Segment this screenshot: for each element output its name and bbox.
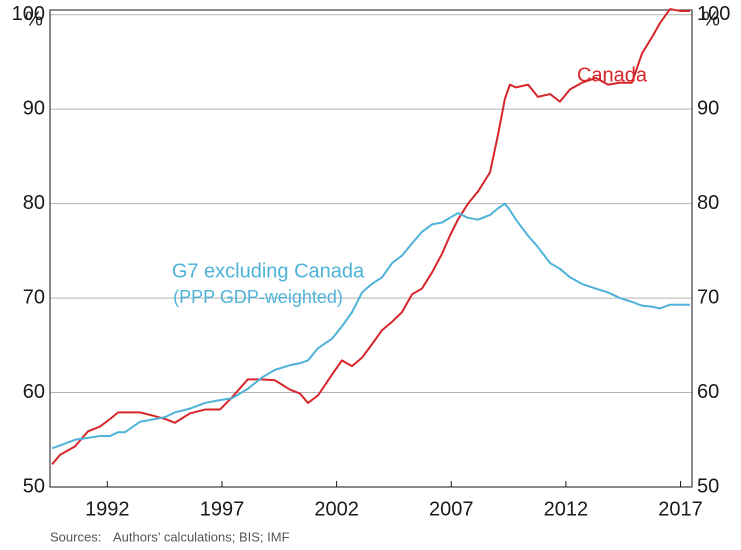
y-tick-label: 80 [23, 192, 45, 214]
y-tick-label: 50 [23, 475, 45, 497]
source: Authors’ calculations; BIS; IMF [113, 529, 290, 544]
y-tick-label: 70 [23, 286, 45, 308]
y-tick-label: 60 [23, 381, 45, 403]
y2-tick-label: 70 [697, 286, 719, 308]
source-label: Sources: [50, 529, 101, 544]
y-unit-right: % [702, 8, 720, 30]
y-tick-label: 100 [12, 3, 45, 25]
annotation: G7 excluding Canada [172, 260, 365, 282]
y-unit-left: % [25, 8, 43, 30]
y-tick-label: 90 [23, 97, 45, 119]
y2-tick-label: 90 [697, 97, 719, 119]
y2-tick-label: 60 [697, 381, 719, 403]
x-tick-label: 1992 [85, 498, 130, 520]
annotation: (PPP GDP-weighted) [173, 287, 343, 307]
x-tick-label: 2002 [314, 498, 359, 520]
x-tick-label: 2017 [658, 498, 703, 520]
annotation: Canada [577, 64, 648, 86]
series-line [51, 202, 690, 450]
y2-tick-label: 100 [697, 3, 730, 25]
plot-frame [49, 9, 693, 488]
x-tick-label: 2007 [429, 498, 474, 520]
x-tick-label: 2012 [544, 498, 589, 520]
y2-tick-label: 50 [697, 475, 719, 497]
y2-tick-label: 80 [697, 192, 719, 214]
series-line [51, 8, 690, 465]
x-tick-label: 1997 [200, 498, 245, 520]
